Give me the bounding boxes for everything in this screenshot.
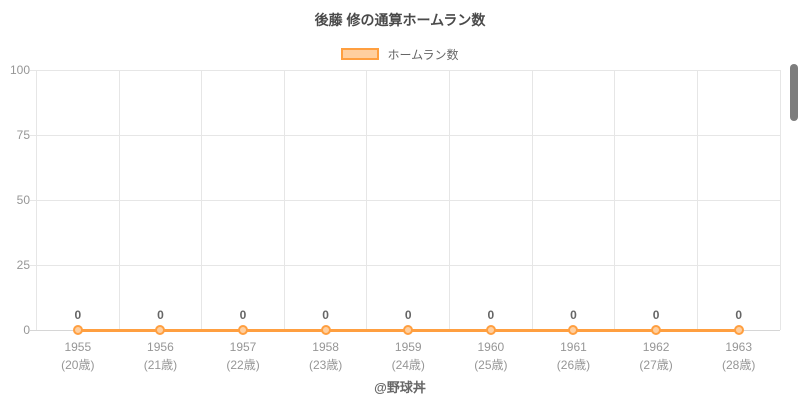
y-axis-tick-label: 100	[9, 63, 30, 77]
y-gridline	[30, 264, 780, 266]
y-gridline	[30, 199, 780, 201]
x-axis-tick-year: 1961	[560, 340, 587, 354]
x-axis-tick-year: 1963	[725, 340, 753, 354]
data-point-label: 0	[570, 308, 577, 322]
data-point[interactable]	[403, 325, 414, 335]
data-point-label: 0	[487, 308, 495, 322]
data-point-label: 0	[322, 308, 329, 322]
x-axis-tick-age: (21歳)	[143, 358, 178, 372]
x-axis-tick-age: (25歳)	[474, 358, 508, 372]
x-gridline	[283, 70, 285, 330]
x-axis-tick-year: 1960	[477, 340, 505, 354]
x-axis-tick-year: 1959	[394, 340, 422, 354]
x-gridline	[614, 70, 616, 330]
x-axis-tick-year: 1957	[229, 340, 257, 354]
x-gridline	[531, 70, 533, 330]
x-gridline	[779, 70, 781, 330]
x-axis-tick-year: 1958	[312, 340, 339, 354]
data-point[interactable]	[155, 325, 166, 335]
x-gridline	[118, 70, 120, 330]
y-axis-tick-label: 50	[16, 193, 30, 207]
x-gridline	[201, 70, 203, 330]
x-gridline	[366, 70, 368, 330]
y-axis-tick-label: 0	[23, 323, 30, 337]
x-axis-tick-age: (24歳)	[391, 358, 425, 372]
x-axis-tick-age: (27歳)	[639, 358, 673, 372]
scrollbar-thumb[interactable]	[790, 64, 798, 121]
y-gridline	[30, 134, 780, 136]
legend[interactable]: ホームラン数	[0, 46, 800, 62]
y-axis-tick-label: 25	[16, 258, 30, 272]
data-point[interactable]	[651, 325, 662, 335]
data-point[interactable]	[485, 325, 496, 335]
footer-credit: @野球丼	[374, 380, 426, 395]
x-gridline	[449, 70, 451, 330]
x-axis-tick-age: (22歳)	[226, 358, 260, 372]
data-point[interactable]	[733, 325, 744, 335]
data-point-label: 0	[735, 308, 743, 322]
data-point[interactable]	[72, 325, 83, 335]
data-point[interactable]	[238, 325, 249, 335]
data-point[interactable]	[320, 325, 331, 335]
data-point-label: 0	[404, 308, 412, 322]
x-axis-tick-age: (23歳)	[308, 358, 343, 372]
x-axis-tick-year: 1955	[64, 340, 92, 354]
legend-label: ホームラン数	[387, 47, 459, 62]
data-point-label: 0	[652, 308, 660, 322]
data-point-label: 0	[74, 308, 82, 322]
y-gridline	[30, 69, 780, 71]
chart-title: 後藤 修の通算ホームラン数	[314, 12, 486, 28]
data-point-label: 0	[157, 308, 164, 322]
data-point[interactable]	[568, 325, 579, 335]
x-axis-tick-age: (28歳)	[722, 358, 756, 372]
x-gridline	[36, 70, 37, 330]
x-axis-tick-age: (26歳)	[556, 358, 591, 372]
x-axis-tick-year: 1962	[642, 340, 670, 354]
legend-swatch-icon	[341, 48, 380, 60]
x-gridline	[696, 70, 698, 330]
data-point-label: 0	[239, 308, 247, 322]
y-axis-tick-label: 75	[16, 128, 30, 142]
x-axis-tick-year: 1956	[147, 340, 174, 354]
x-axis-tick-age: (20歳)	[61, 358, 95, 372]
